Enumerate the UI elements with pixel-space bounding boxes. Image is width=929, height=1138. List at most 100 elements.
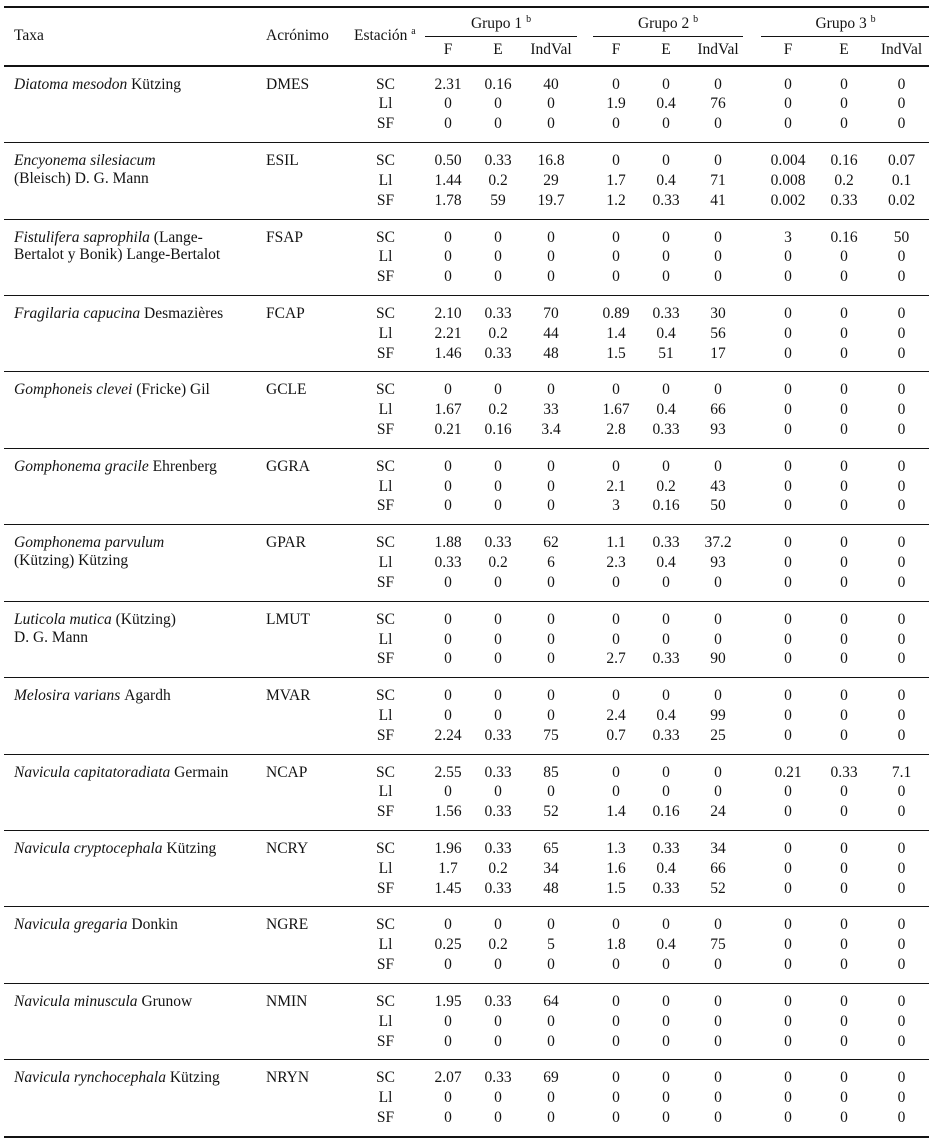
station-label: Ll	[378, 554, 393, 572]
value-cell: 0	[714, 783, 722, 801]
value-cell: 0	[474, 649, 522, 679]
value-cell: 0	[612, 1069, 620, 1087]
species-block-ESIL: Encyonema silesiacum (Bleisch) D. G. Mann…	[4, 142, 929, 220]
value-cell: 0	[870, 1031, 929, 1061]
value-cell: 0.2	[488, 401, 508, 419]
value-cell: 43	[710, 477, 726, 495]
station-label: Ll	[378, 1012, 393, 1030]
value-cell: 0	[642, 267, 691, 296]
column-gap	[746, 1012, 758, 1032]
value-cell: 0	[784, 95, 792, 113]
value-cell: 0	[547, 248, 555, 266]
column-gap	[580, 496, 591, 526]
value-cell: 0	[714, 1089, 722, 1107]
value-cell: 0	[714, 228, 722, 246]
column-gap	[580, 1012, 590, 1032]
value-cell: 0	[714, 457, 722, 475]
column-gap	[746, 754, 758, 782]
column-gap	[580, 1060, 590, 1088]
value-cell: 0	[547, 1089, 555, 1107]
value-cell: 0	[870, 267, 929, 296]
value-cell: 0	[444, 1089, 452, 1107]
value-cell: 0	[897, 916, 906, 934]
value-cell: 1.7	[606, 171, 626, 189]
column-gap	[580, 525, 590, 553]
value-cell: 0.2	[488, 936, 508, 954]
station-label: SF	[349, 190, 422, 220]
value-cell: 0	[612, 1012, 620, 1030]
value-cell: 0	[612, 916, 620, 934]
value-cell: 0	[840, 1012, 848, 1030]
station-label: SC	[376, 687, 395, 705]
value-cell: 0.21	[422, 420, 474, 449]
column-gap	[746, 649, 759, 679]
value-cell: 90	[690, 649, 747, 679]
station-label: SC	[376, 228, 395, 246]
value-cell: 0	[897, 95, 906, 113]
taxa-name-italic: Navicula rynchocephala	[14, 1069, 166, 1087]
value-cell: 0.16	[484, 75, 512, 93]
column-gap	[580, 247, 590, 267]
species-block-GCLE: Gomphoneis clevei (Fricke) Gil GCLE SC 0 0 0 0…	[4, 371, 929, 449]
value-cell: 0	[870, 955, 929, 984]
col-header-grupo-3: Grupo 3 b	[758, 7, 929, 37]
value-cell: 0	[714, 248, 722, 266]
station-row: SF 0 0 0 0 0 0 0 0 0	[4, 1031, 929, 1061]
acronym: NMIN	[264, 983, 349, 1061]
value-cell: 1.2	[590, 190, 643, 220]
value-cell: 0	[690, 267, 747, 296]
value-cell: 0	[714, 381, 722, 399]
value-cell: 1.3	[606, 840, 626, 857]
value-cell: 37.2	[704, 534, 732, 552]
value-cell: 0	[784, 610, 792, 628]
value-cell: 44	[543, 324, 559, 342]
value-cell: 0	[474, 1107, 522, 1138]
station-label: Ll	[378, 95, 393, 113]
value-cell: 0.16	[642, 802, 691, 832]
value-cell: 0	[784, 936, 792, 954]
taxa-name-italic: Navicula gregaria	[14, 916, 128, 934]
station-row: SF 1.78 59 19.7 1.2 0.33 41 0.002 0.33 0.02	[4, 190, 929, 220]
value-cell: 7.1	[891, 763, 912, 781]
value-cell: 50	[893, 228, 910, 246]
value-cell: 0	[444, 687, 452, 705]
value-cell: 0	[818, 496, 871, 526]
value-cell: 0	[840, 783, 848, 801]
value-cell: 0	[522, 496, 581, 526]
value-cell: 16.8	[537, 152, 565, 170]
taxa-name-italic: Gomphoneis clevei	[14, 381, 133, 399]
value-cell: 2.4	[606, 706, 626, 724]
indval-table: Taxa Acrónimo Estación a Grupo 1 b Grupo…	[4, 6, 929, 1138]
column-gap	[580, 706, 590, 726]
value-cell: 2.3	[606, 554, 626, 572]
station-row: Melosira varians Agardh MVAR SC 0 0 0 0 0 0 0 0 0	[4, 677, 929, 755]
column-gap	[746, 935, 758, 955]
value-cell: 50	[690, 496, 747, 526]
value-cell: 0	[612, 457, 620, 475]
value-cell: 0	[494, 381, 502, 399]
value-cell: 0	[758, 343, 819, 373]
station-row: Fistulifera saprophila (Lange- Bertalot y…	[4, 219, 929, 296]
value-cell: 0	[818, 1107, 871, 1138]
station-label: SF	[349, 649, 422, 679]
value-cell: 0	[840, 992, 848, 1010]
value-cell: 0	[758, 802, 819, 832]
station-label: SF	[349, 496, 422, 526]
station-label: SF	[349, 955, 422, 984]
value-cell: 0	[642, 1031, 691, 1061]
value-cell: 0	[784, 992, 792, 1010]
value-cell: 0.89	[602, 304, 630, 322]
value-cell: 0	[784, 1012, 792, 1030]
value-cell: 52	[522, 802, 581, 832]
value-cell: 0	[818, 878, 871, 908]
column-gap	[580, 859, 590, 879]
station-label: SC	[376, 840, 395, 857]
value-cell: 0.33	[642, 649, 691, 679]
column-gap	[746, 372, 758, 400]
value-cell: 0	[522, 955, 581, 984]
column-gap	[746, 295, 758, 323]
value-cell: 0.004	[770, 152, 806, 170]
col-header-grupo-1: Grupo 1 b	[422, 7, 580, 37]
value-cell: 0.02	[870, 190, 929, 220]
value-cell: 0.21	[774, 763, 802, 781]
